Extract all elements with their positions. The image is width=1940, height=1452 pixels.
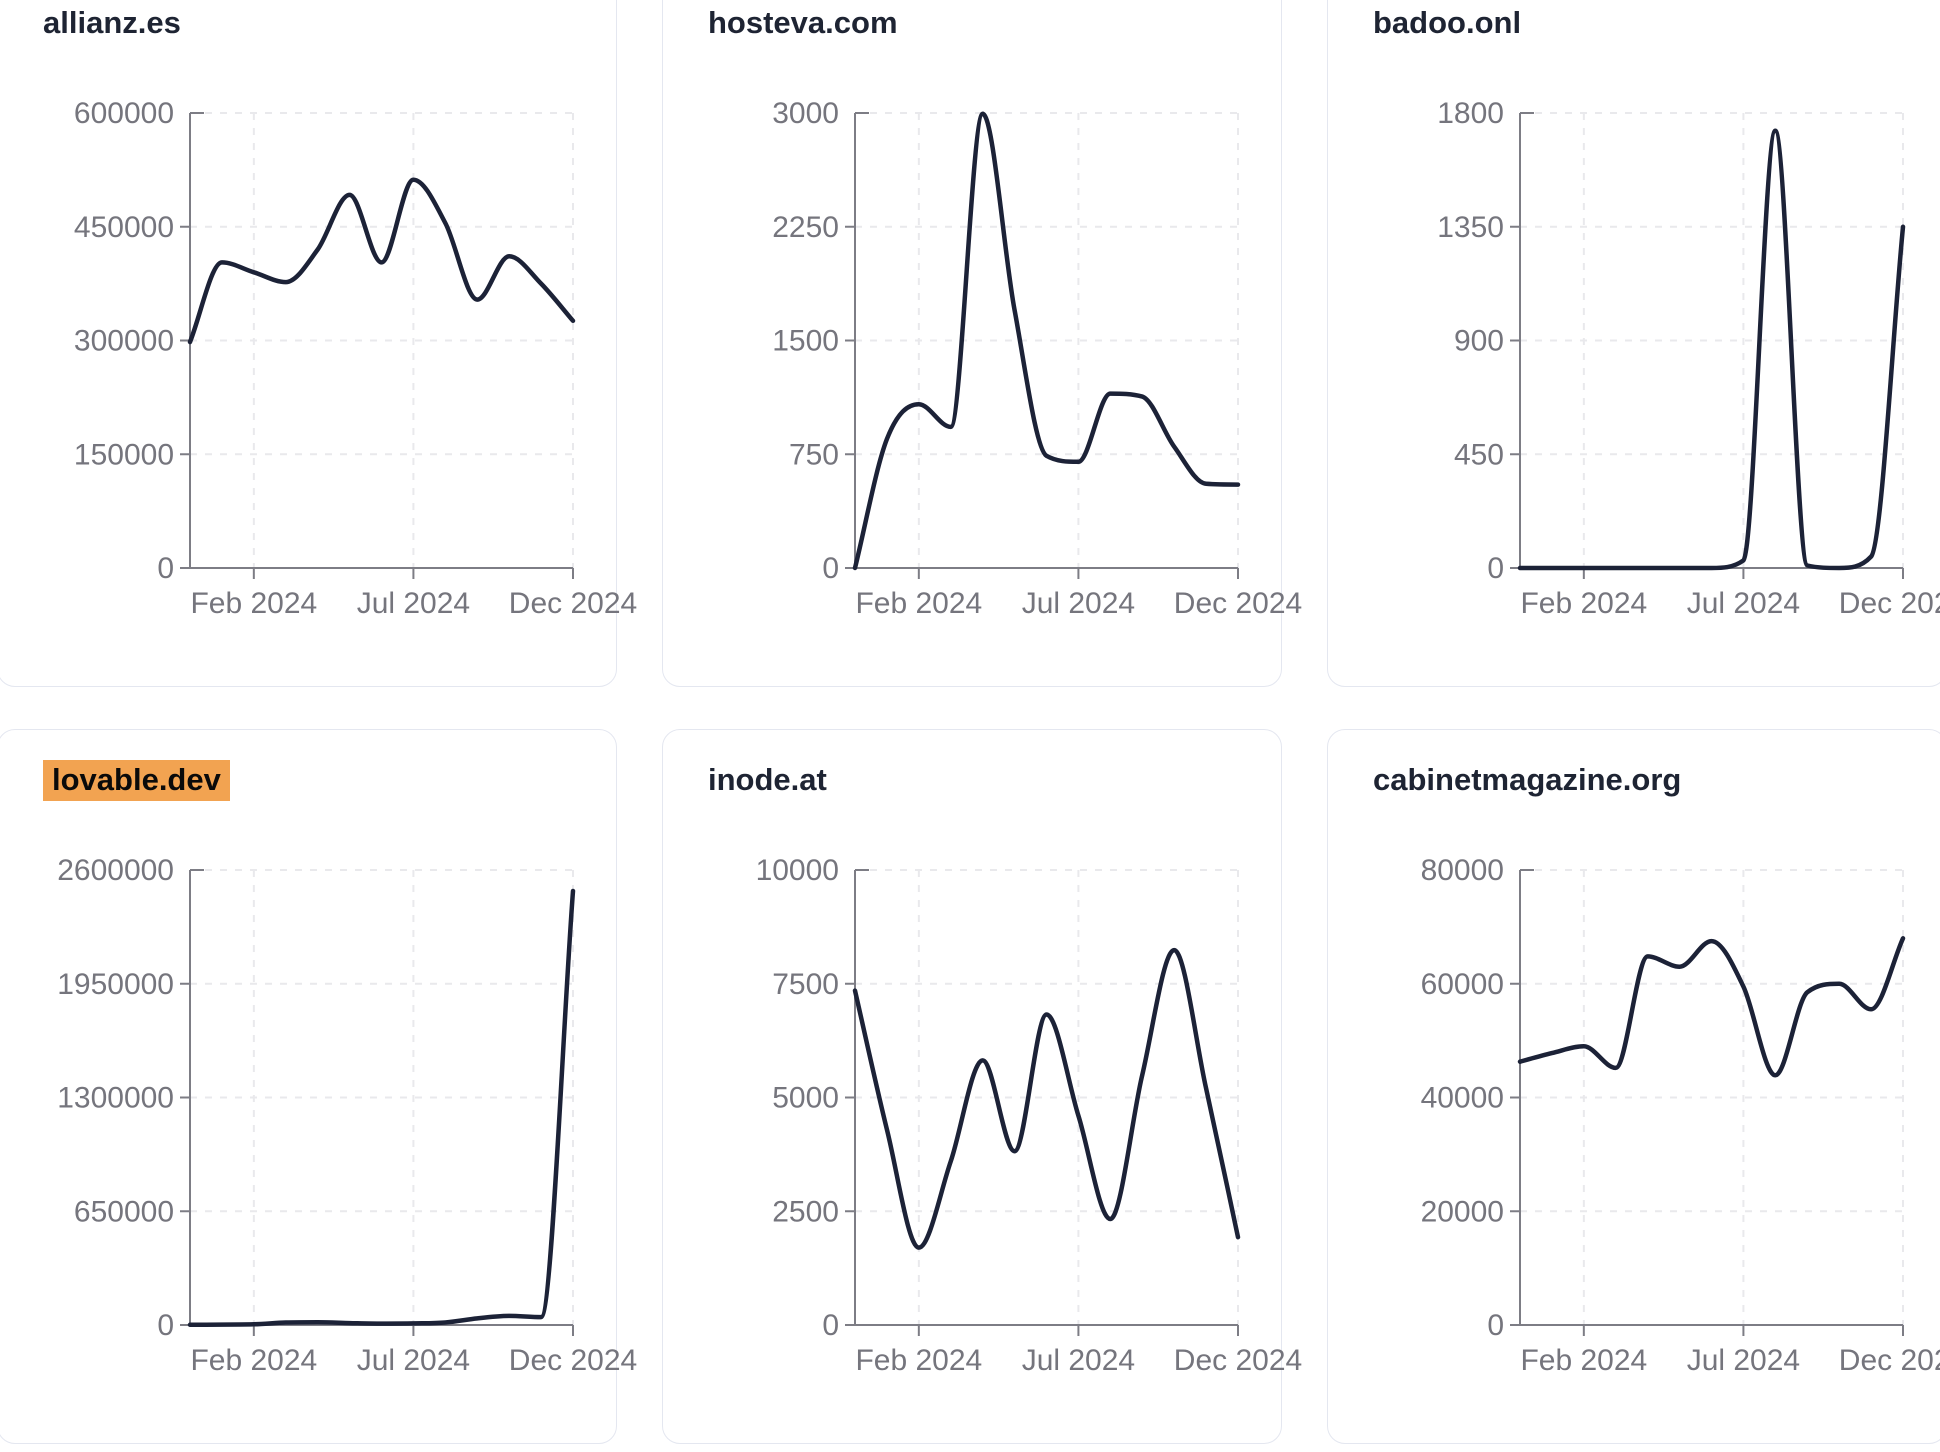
- y-tick-label: 900: [1454, 325, 1504, 358]
- y-tick-label: 10000: [756, 854, 839, 887]
- x-tick-label: Jul 2024: [1687, 1344, 1800, 1377]
- y-tick-label: 1350: [1437, 211, 1504, 244]
- chart-title: lovable.dev: [43, 760, 230, 801]
- y-tick-label: 60000: [1421, 968, 1504, 1001]
- y-tick-label: 300000: [74, 325, 174, 358]
- y-tick-label: 7500: [772, 968, 839, 1001]
- chart-card-cabinetmagazine.org: cabinetmagazine.org 0 20000 40000 60000 8000…: [1327, 729, 1940, 1444]
- domain-name: allianz.es: [43, 5, 181, 40]
- chart-title: inode.at: [708, 760, 827, 800]
- y-tick-label: 40000: [1421, 1082, 1504, 1115]
- chart-title: cabinetmagazine.org: [1373, 760, 1681, 800]
- domain-name: cabinetmagazine.org: [1373, 762, 1682, 797]
- x-tick-label: Feb 2024: [1520, 587, 1647, 620]
- line-chart: 0 750 1500 2250 3000 Feb 2024 Jul 2024 Dec 2024: [772, 97, 1302, 620]
- data-line: [852, 947, 1241, 1250]
- x-tick-label: Jul 2024: [357, 1344, 470, 1377]
- data-line: [187, 888, 576, 1328]
- y-tick-label: 5000: [772, 1082, 839, 1115]
- y-tick-label: 0: [157, 1309, 174, 1342]
- y-tick-label: 750: [789, 438, 839, 471]
- x-tick-label: Feb 2024: [190, 1344, 317, 1377]
- data-line: [1517, 936, 1906, 1078]
- y-tick-label: 1500: [772, 325, 839, 358]
- domain-name: inode.at: [708, 762, 827, 797]
- domain-name: hosteva.com: [708, 5, 898, 40]
- y-tick-label: 0: [822, 552, 839, 585]
- data-line: [187, 177, 576, 345]
- chart-card-lovable.dev: lovable.dev 0 650000 1300000 1950000 2600000…: [0, 729, 637, 1444]
- x-tick-label: Dec 2024: [1174, 587, 1302, 620]
- line-chart: 0 150000 300000 450000 600000 Feb 2024 Jul 202…: [74, 97, 637, 620]
- x-tick-label: Dec 2024: [1174, 1344, 1302, 1377]
- x-tick-label: Jul 2024: [1022, 587, 1135, 620]
- domain-name: badoo.onl: [1373, 5, 1522, 40]
- y-tick-label: 2250: [772, 211, 839, 244]
- x-tick-label: Jul 2024: [1687, 587, 1800, 620]
- y-tick-label: 0: [1487, 1309, 1504, 1342]
- y-tick-label: 650000: [74, 1195, 174, 1228]
- x-tick-label: Jul 2024: [1022, 1344, 1135, 1377]
- y-tick-label: 1950000: [57, 968, 174, 1001]
- line-chart: 0 2500 5000 7500 10000 Feb 2024 Jul 2024 Dec 20…: [756, 854, 1303, 1377]
- x-tick-label: Feb 2024: [855, 1344, 982, 1377]
- x-tick-label: Feb 2024: [855, 587, 982, 620]
- data-line: [852, 111, 1241, 571]
- y-tick-label: 0: [822, 1309, 839, 1342]
- y-tick-label: 0: [157, 552, 174, 585]
- y-tick-label: 1300000: [57, 1082, 174, 1115]
- y-tick-label: 150000: [74, 438, 174, 471]
- data-line: [1517, 128, 1906, 571]
- y-tick-label: 0: [1487, 552, 1504, 585]
- domain-name: lovable.dev: [43, 760, 230, 801]
- x-tick-label: Dec 2024: [1839, 1344, 1940, 1377]
- y-tick-label: 80000: [1421, 854, 1504, 887]
- x-tick-label: Feb 2024: [190, 587, 317, 620]
- x-tick-label: Jul 2024: [357, 587, 470, 620]
- y-tick-label: 450000: [74, 211, 174, 244]
- x-tick-label: Dec 2024: [509, 1344, 637, 1377]
- y-tick-label: 600000: [74, 97, 174, 130]
- y-tick-label: 1800: [1437, 97, 1504, 130]
- line-chart: 0 650000 1300000 1950000 2600000 Feb 2024 Jul …: [57, 854, 637, 1377]
- y-tick-label: 2600000: [57, 854, 174, 887]
- chart-card-hosteva.com: hosteva.com 0 750 1500 2250 3000 Feb 2024 Jul …: [662, 0, 1302, 687]
- chart-title: allianz.es: [43, 3, 181, 43]
- y-tick-label: 450: [1454, 438, 1504, 471]
- y-tick-label: 3000: [772, 97, 839, 130]
- chart-card-allianz.es: allianz.es 0 150000 300000 450000 600000 Feb …: [0, 0, 637, 687]
- chart-card-inode.at: inode.at 0 2500 5000 7500 10000 Feb 2024 Jul 2…: [662, 729, 1303, 1444]
- y-tick-label: 20000: [1421, 1195, 1504, 1228]
- chart-title: hosteva.com: [708, 3, 898, 43]
- x-tick-label: Dec 2024: [1839, 587, 1940, 620]
- x-tick-label: Feb 2024: [1520, 1344, 1647, 1377]
- line-chart: 0 450 900 1350 1800 Feb 2024 Jul 2024 Dec 2024: [1437, 97, 1940, 620]
- y-tick-label: 2500: [772, 1195, 839, 1228]
- x-tick-label: Dec 2024: [509, 587, 637, 620]
- line-chart: 0 20000 40000 60000 80000 Feb 2024 Jul 2024 Dec…: [1421, 854, 1940, 1377]
- chart-title: badoo.onl: [1373, 3, 1521, 43]
- chart-card-badoo.onl: badoo.onl 0 450 900 1350 1800 Feb 2024 Jul 202…: [1327, 0, 1940, 687]
